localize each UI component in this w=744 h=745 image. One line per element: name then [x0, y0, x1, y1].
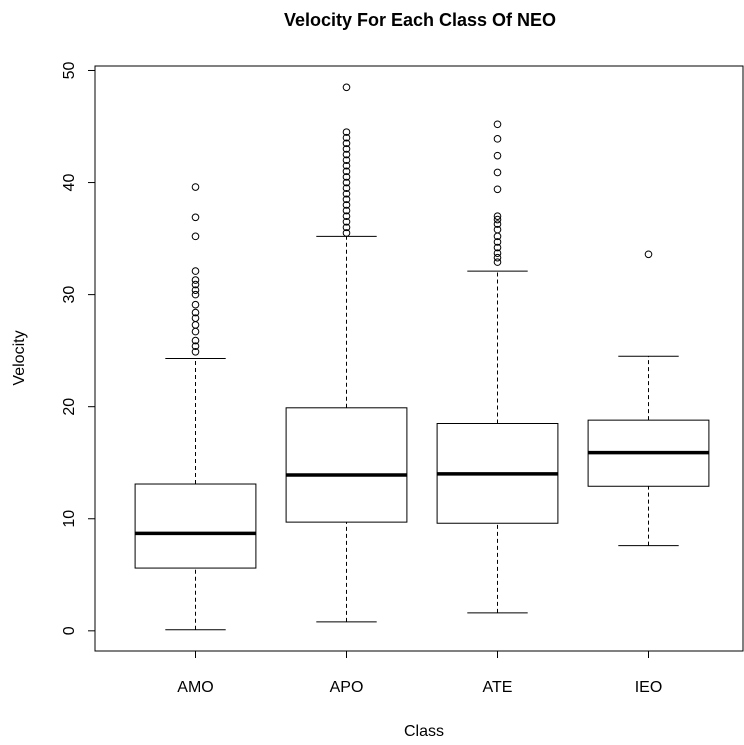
outlier	[342, 217, 351, 226]
y-tick-label: 0	[61, 626, 78, 635]
outlier	[191, 342, 200, 350]
outlier	[191, 308, 200, 317]
y-tick-label: 30	[61, 286, 78, 304]
y-tick-label: 40	[61, 174, 78, 192]
x-axis-label: Class	[404, 723, 444, 740]
outlier	[493, 253, 502, 262]
outlier	[493, 135, 502, 143]
outlier	[191, 280, 200, 289]
outlier	[342, 189, 351, 198]
x-tick-label: ATE	[483, 679, 513, 696]
outlier	[342, 139, 351, 148]
outlier	[342, 133, 351, 142]
outlier	[191, 290, 200, 299]
y-axis-label: Velocity	[11, 330, 28, 385]
outlier	[191, 232, 200, 241]
outlier	[342, 167, 351, 176]
outlier	[342, 156, 351, 164]
outlier	[191, 321, 200, 329]
outlier	[342, 212, 351, 220]
plot-frame	[94, 65, 744, 652]
outlier	[493, 220, 502, 228]
outlier	[493, 215, 502, 224]
outlier	[191, 286, 200, 294]
y-tick-label: 50	[61, 61, 78, 79]
outlier	[493, 120, 502, 129]
x-tick-label: AMO	[177, 679, 213, 696]
outlier	[493, 232, 502, 241]
outlier	[342, 223, 351, 232]
outlier	[342, 206, 351, 215]
outlier	[493, 185, 502, 194]
outlier	[191, 336, 200, 345]
outlier	[493, 238, 502, 246]
outlier	[342, 201, 351, 209]
outlier	[342, 83, 351, 92]
chart-title: Velocity For Each Class Of NEO	[284, 10, 556, 30]
outlier	[342, 161, 351, 170]
outlier	[191, 276, 200, 284]
box	[134, 483, 257, 569]
y-tick-label: 10	[61, 510, 78, 528]
x-tick-label: APO	[330, 679, 364, 696]
outlier	[342, 178, 351, 187]
outlier	[342, 150, 351, 159]
outlier	[342, 128, 351, 136]
outlier	[493, 151, 502, 160]
y-tick-label: 20	[61, 398, 78, 416]
outlier	[191, 267, 200, 275]
outlier	[342, 145, 351, 153]
outlier	[191, 183, 200, 191]
outlier	[342, 173, 351, 181]
outlier	[191, 300, 200, 309]
outlier	[191, 327, 200, 336]
outlier	[493, 212, 502, 220]
outlier	[342, 229, 351, 237]
outlier	[191, 213, 200, 222]
outlier	[342, 195, 351, 204]
box	[285, 407, 408, 523]
outlier	[342, 184, 351, 192]
outlier	[493, 243, 502, 252]
outlier	[191, 347, 200, 356]
outlier	[644, 250, 653, 259]
outlier	[493, 258, 502, 266]
outlier	[493, 168, 502, 177]
x-tick-label: IEO	[635, 679, 663, 696]
outlier	[493, 249, 502, 257]
